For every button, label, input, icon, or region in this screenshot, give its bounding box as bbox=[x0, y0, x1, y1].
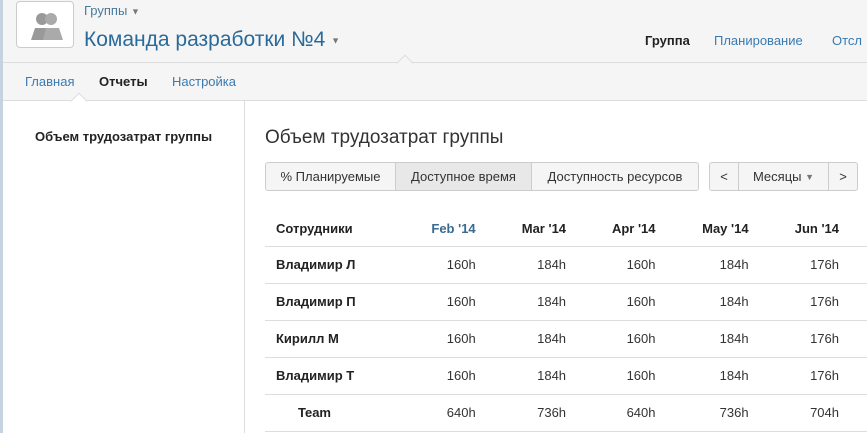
column-header: Feb '14 bbox=[413, 211, 504, 247]
hours-cell: 184h bbox=[683, 320, 777, 358]
hours-cell: 160h bbox=[413, 246, 504, 284]
hours-cell: 160h bbox=[594, 320, 684, 358]
caret-down-icon: ▼ bbox=[130, 6, 140, 17]
hours-cell: 640h bbox=[413, 394, 504, 432]
group-avatar bbox=[16, 1, 74, 48]
hours-cell: 184h bbox=[683, 283, 777, 321]
prev-period-button[interactable]: < bbox=[709, 162, 739, 191]
table-row: Кирилл М 160h 184h 160h 184h 176h bbox=[265, 320, 867, 358]
hours-cell: 184h bbox=[683, 246, 777, 284]
employee-name: Владимир Т bbox=[265, 357, 414, 395]
window-edge bbox=[0, 0, 3, 433]
sidebar: Объем трудозатрат группы bbox=[3, 101, 245, 433]
table-row: Владимир Т 160h 184h 160h 184h 176h bbox=[265, 357, 867, 395]
hours-cell: 160h bbox=[594, 283, 684, 321]
column-header: Mar '14 bbox=[503, 211, 595, 247]
divider bbox=[3, 62, 867, 63]
employee-name: Team bbox=[265, 394, 414, 432]
table-row: Team 640h 736h 640h 736h 704h bbox=[265, 394, 867, 432]
group-title-dropdown[interactable]: Команда разработки №4 ▼ bbox=[84, 28, 340, 52]
hours-cell: 160h bbox=[594, 246, 684, 284]
tab-group[interactable]: Группа bbox=[645, 33, 690, 48]
users-icon bbox=[31, 13, 63, 40]
table-header-row: Сотрудники Feb '14 Mar '14 Apr '14 May '… bbox=[265, 211, 867, 247]
period-label: Месяцы bbox=[752, 169, 802, 184]
hours-cell: 160h bbox=[413, 283, 504, 321]
hours-cell: 640h bbox=[594, 394, 684, 432]
hours-cell: 176h bbox=[776, 246, 867, 284]
column-header: Сотрудники bbox=[265, 211, 414, 247]
hours-cell: 160h bbox=[413, 357, 504, 395]
next-period-button[interactable]: > bbox=[828, 162, 858, 191]
tab-tracking[interactable]: Отсл bbox=[832, 33, 863, 48]
table-row: Владимир П 160h 184h 160h 184h 176h bbox=[265, 283, 867, 321]
hours-cell: 184h bbox=[503, 283, 595, 321]
hours-cell: 704h bbox=[776, 394, 867, 432]
hours-cell: 184h bbox=[503, 320, 595, 358]
table-row: Владимир Л 160h 184h 160h 184h 176h bbox=[265, 246, 867, 284]
planned-percent-button[interactable]: % Планируемые bbox=[265, 162, 396, 191]
hours-cell: 176h bbox=[776, 320, 867, 358]
page-title: Объем трудозатрат группы bbox=[265, 127, 504, 148]
hours-cell: 184h bbox=[503, 246, 595, 284]
subnav-settings[interactable]: Настройка bbox=[172, 74, 236, 89]
hours-cell: 184h bbox=[503, 357, 595, 395]
active-tab-pointer bbox=[396, 54, 414, 72]
employee-name: Кирилл М bbox=[265, 320, 414, 358]
hours-cell: 736h bbox=[683, 394, 777, 432]
group-title: Команда разработки №4 bbox=[84, 28, 326, 51]
hours-cell: 160h bbox=[413, 320, 504, 358]
header: Группы ▼ Команда разработки №4 ▼ Группа … bbox=[3, 0, 867, 110]
hours-cell: 736h bbox=[503, 394, 595, 432]
period-dropdown[interactable]: Месяцы ▼ bbox=[738, 162, 829, 191]
column-header: Apr '14 bbox=[594, 211, 684, 247]
caret-down-icon: ▼ bbox=[331, 35, 341, 46]
resource-availability-button[interactable]: Доступность ресурсов bbox=[531, 162, 699, 191]
groups-dropdown[interactable]: Группы ▼ bbox=[84, 3, 140, 18]
column-header: May '14 bbox=[683, 211, 777, 247]
tab-planning[interactable]: Планирование bbox=[714, 33, 803, 48]
sidebar-item-workload[interactable]: Объем трудозатрат группы bbox=[35, 129, 213, 144]
hours-cell: 176h bbox=[776, 283, 867, 321]
hours-cell: 176h bbox=[776, 357, 867, 395]
available-time-button[interactable]: Доступное время bbox=[395, 162, 532, 191]
column-header: Jun '14 bbox=[776, 211, 867, 247]
groups-label: Группы bbox=[84, 3, 128, 18]
hours-cell: 160h bbox=[594, 357, 684, 395]
hours-cell: 184h bbox=[683, 357, 777, 395]
subnav-home[interactable]: Главная bbox=[25, 74, 75, 89]
workload-table: Сотрудники Feb '14 Mar '14 Apr '14 May '… bbox=[265, 211, 867, 432]
subnav-reports[interactable]: Отчеты bbox=[99, 74, 148, 89]
employee-name: Владимир П bbox=[265, 283, 414, 321]
employee-name: Владимир Л bbox=[265, 246, 414, 284]
caret-down-icon: ▼ bbox=[805, 171, 815, 182]
